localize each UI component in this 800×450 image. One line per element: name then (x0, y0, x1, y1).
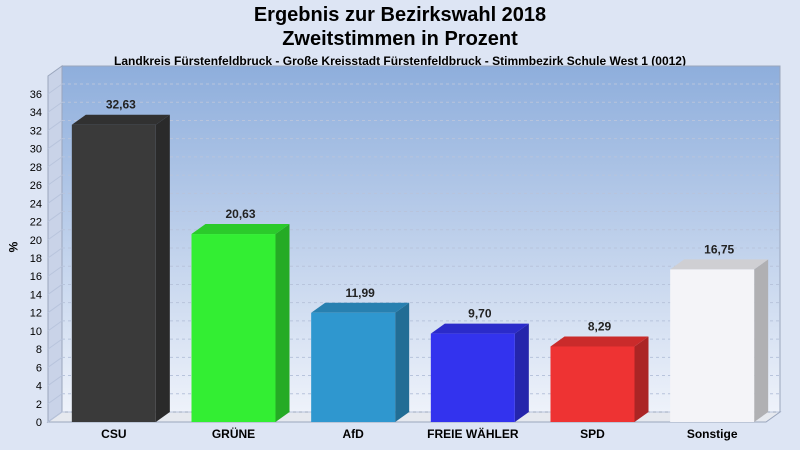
y-tick-label: 4 (36, 381, 42, 393)
y-tick-label: 18 (30, 253, 42, 265)
bar-side (514, 323, 529, 422)
gridline-side (47, 375, 63, 386)
bar-top (430, 323, 529, 334)
plot-left-wall (47, 65, 63, 423)
bar-value-label: 11,99 (345, 286, 375, 300)
x-category-label: GRÜNE (212, 426, 255, 441)
gridline-side (47, 138, 63, 150)
bar-value-label: 20,63 (225, 207, 255, 221)
x-axis-categories: CSU GRÜNE AfD FREIE WÄHLER SPD Sonstige (101, 426, 738, 441)
gridline-side (47, 284, 63, 295)
x-category-label: FREIE WÄHLER (427, 426, 519, 441)
bar (670, 269, 755, 422)
bar-value-label: 32,63 (106, 98, 136, 112)
y-tick-label: 16 (30, 271, 42, 283)
x-category-label: CSU (101, 427, 126, 441)
bar-side (395, 302, 410, 422)
bar (550, 346, 635, 422)
chart-title: Ergebnis zur Bezirkswahl 2018 (253, 4, 547, 26)
bar (430, 333, 515, 422)
bar-value-label: 16,75 (704, 242, 734, 256)
bars: 32,63 20,63 11,99 9,70 8,29 16,75 (71, 98, 769, 423)
y-tick-label: 32 (30, 125, 42, 137)
y-tick-label: 24 (30, 198, 42, 210)
y-tick-label: 10 (30, 326, 42, 338)
chart-subtitle: Landkreis Fürstenfeldbruck - Große Kreis… (114, 54, 686, 68)
bar-side (155, 114, 170, 423)
y-tick-label: 2 (36, 399, 42, 411)
gridline-side (47, 229, 63, 241)
y-tick-label: 28 (30, 162, 42, 174)
gridline-side (47, 174, 63, 186)
y-tick-label: 20 (30, 235, 42, 247)
x-category-label: Sonstige (687, 427, 738, 441)
y-tick-label: 36 (30, 89, 42, 101)
bar (71, 124, 156, 423)
gridline-side (47, 211, 63, 222)
bar-side (275, 224, 290, 422)
bar-value-label: 8,29 (588, 319, 612, 333)
gridline-side (47, 411, 63, 423)
gridline-side (47, 156, 63, 168)
gridline-side (47, 192, 63, 204)
y-tick-label: 12 (30, 308, 42, 320)
x-category-label: SPD (580, 427, 605, 441)
y-tick-label: 8 (36, 344, 42, 356)
gridline-side (47, 247, 63, 259)
y-tick-label: 34 (30, 107, 42, 119)
bar-side (634, 336, 649, 422)
chart-title-line2: Zweitstimmen in Prozent (282, 28, 518, 50)
gridline-side (47, 338, 63, 350)
x-category-label: AfD (343, 427, 365, 441)
gridline-side (47, 120, 63, 131)
y-tick-label: 22 (30, 217, 42, 229)
gridline-side (47, 320, 63, 332)
bar-top (311, 302, 410, 313)
y-tick-label: 0 (36, 417, 42, 429)
bar (311, 312, 396, 422)
y-tick-label: 30 (30, 144, 42, 156)
bar-side (754, 259, 769, 422)
bar-value-label: 9,70 (468, 307, 492, 321)
gridlines (47, 83, 780, 423)
gridline-side (47, 265, 63, 277)
bar-top (670, 259, 769, 270)
bar-top (191, 224, 290, 235)
gridline-side (47, 393, 63, 405)
y-tick-label: 26 (30, 180, 42, 192)
bar-top (71, 114, 170, 125)
bar (191, 234, 276, 422)
gridline-side (47, 356, 63, 368)
y-tick-label: 14 (30, 289, 42, 301)
gridline-side (47, 101, 63, 113)
gridline-side (47, 302, 63, 314)
bar-top (550, 336, 649, 347)
gridline-side (47, 83, 63, 95)
y-tick-label: 6 (36, 362, 42, 374)
